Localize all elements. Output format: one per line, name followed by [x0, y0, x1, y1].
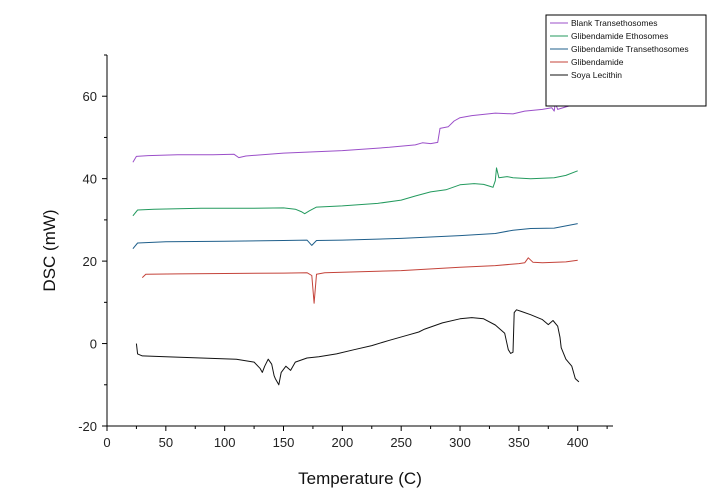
legend-label: Blank Transethosomes: [571, 18, 657, 28]
axes: 0 50 100 150 200 250 300 350 400 -20 0 20 40 60: [78, 54, 613, 450]
y-tick-label: 60: [83, 89, 97, 104]
legend-label: Glibendamide: [571, 57, 624, 67]
x-tick-label: 200: [331, 435, 353, 450]
y-tick-label: -20: [78, 419, 97, 434]
x-tick-label: 400: [567, 435, 589, 450]
y-tick-label: 20: [83, 254, 97, 269]
y-tick-label: 0: [90, 337, 97, 352]
legend-box: [545, 14, 707, 107]
x-tick-label: 150: [273, 435, 295, 450]
x-tick-label: 300: [449, 435, 471, 450]
legend: Blank Transethosomes Glibendamide Ethosom…: [545, 14, 707, 107]
legend-label: Soya Lecithin: [571, 70, 622, 80]
y-tick-label: 40: [83, 172, 97, 187]
x-tick-label: 0: [103, 435, 110, 450]
x-axis-title: Temperature (C): [298, 469, 422, 488]
series-line-1: [132, 167, 578, 217]
series-line-4: [135, 309, 580, 386]
series-line-3: [141, 257, 578, 304]
x-tick-label: 350: [508, 435, 530, 450]
y-axis-title: DSC (mW): [40, 209, 59, 291]
series-line-2: [132, 223, 578, 250]
series-layer: [132, 93, 581, 386]
x-tick-label: 50: [159, 435, 173, 450]
legend-label: Glibendamide Ethosomes: [571, 31, 668, 41]
legend-label: Glibendamide Transethosomes: [571, 44, 689, 54]
x-tick-label: 250: [390, 435, 412, 450]
series-line-0: [132, 93, 581, 163]
x-tick-label: 100: [214, 435, 236, 450]
